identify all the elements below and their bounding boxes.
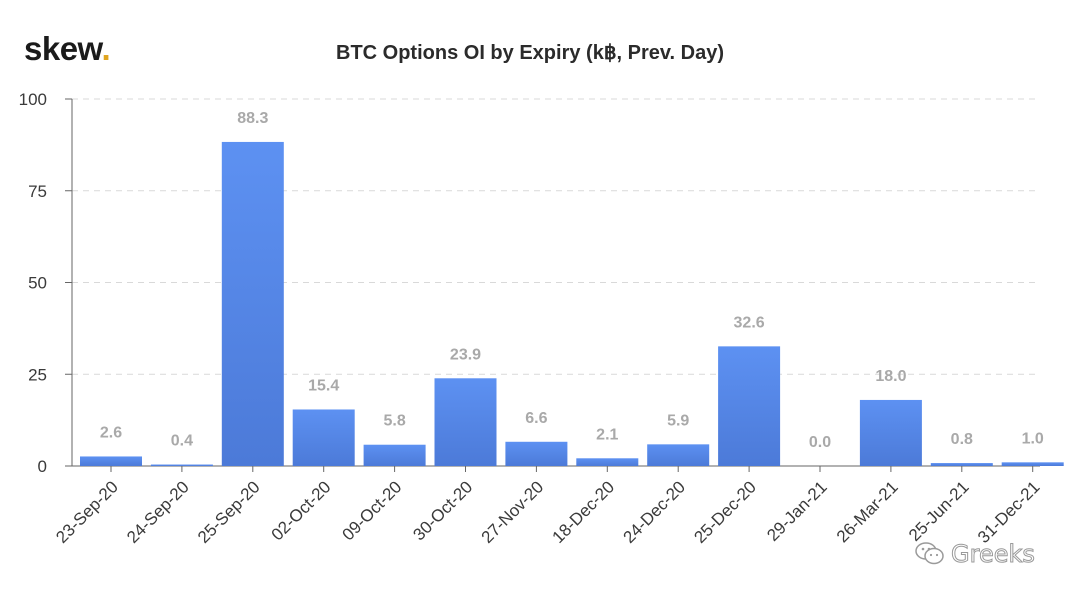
bar-23-Sep-20 [80, 456, 142, 466]
bar-25-Jun-21 [930, 463, 993, 466]
y-tick-label: 25 [28, 365, 47, 384]
bar-18-Dec-20 [576, 458, 639, 466]
data-label: 1.0 [1022, 430, 1044, 447]
x-tick-label: 25-Jun-21 [905, 477, 973, 545]
y-tick-label: 75 [28, 182, 47, 201]
watermark-text: Greeks [951, 540, 1036, 569]
x-tick-label: 24-Dec-20 [619, 477, 689, 547]
y-tick-labels: 0 25 50 75 100 [19, 90, 47, 476]
chart-title-text: BTC Options OI by Expiry (k฿, Prev. Day) [336, 42, 724, 64]
data-label: 88.3 [237, 110, 268, 127]
data-label: 18.0 [875, 368, 906, 385]
bar-24-Sep-20 [150, 464, 213, 466]
x-tick-label: 02-Oct-20 [268, 477, 335, 544]
x-tick-label: 31-Dec-21 [974, 477, 1044, 547]
x-tick-label: 30-Oct-20 [409, 477, 476, 544]
data-label: 5.9 [667, 412, 689, 429]
bar-31-Dec-21 [1001, 462, 1064, 466]
data-label: 2.6 [100, 424, 122, 441]
x-tick-label: 27-Nov-20 [478, 477, 548, 547]
x-tick-labels: 23-Sep-20 24-Sep-20 25-Sep-20 02-Oct-20 09-O… [52, 477, 1043, 547]
y-tick-label: 50 [28, 274, 47, 293]
bar-25-Sep-20 [221, 141, 284, 466]
data-label: 32.6 [734, 314, 765, 331]
y-tick-label: 100 [19, 90, 47, 109]
brand-logo: skew. [24, 30, 111, 68]
wechat-icon [915, 542, 944, 565]
x-tick-label: 24-Sep-20 [123, 477, 193, 547]
watermark: Greeks [915, 540, 1036, 569]
y-tick-label: 0 [38, 457, 47, 476]
x-tick-label: 18-Dec-20 [549, 477, 619, 547]
bar-24-Dec-20 [647, 444, 710, 466]
bar-30-Oct-20 [434, 378, 497, 466]
chart-title: BTC Options OI by Expiry (k฿, Prev. Day) [0, 40, 1080, 65]
brand-dot: . [101, 30, 111, 67]
data-label: 0.0 [809, 434, 831, 451]
data-label: 2.1 [596, 426, 618, 443]
x-tick-label: 25-Sep-20 [194, 477, 264, 547]
x-tick-label: 09-Oct-20 [339, 477, 406, 544]
grid-lines [72, 98, 1040, 375]
bar-02-Oct-20 [292, 409, 355, 466]
x-tick-label: 23-Sep-20 [52, 477, 122, 547]
bars [80, 141, 1064, 466]
data-label: 23.9 [450, 346, 481, 363]
data-label: 15.4 [308, 377, 339, 394]
data-label: 6.6 [525, 410, 547, 427]
bar-26-Mar-21 [859, 399, 922, 466]
brand-name: skew [24, 30, 102, 67]
data-label: 0.8 [951, 431, 973, 448]
data-labels: 2.6 0.4 88.3 15.4 5.8 23.9 6.6 2.1 5.9 32.6 0.0 18.… [100, 110, 1044, 451]
data-label: 5.8 [383, 413, 405, 430]
bar-25-Dec-20 [718, 346, 781, 466]
data-label: 0.4 [171, 433, 193, 450]
bar-27-Nov-20 [505, 441, 568, 466]
x-tick-label: 29-Jan-21 [763, 477, 831, 545]
x-tick-label: 26-Mar-21 [833, 477, 902, 546]
bar-09-Oct-20 [363, 444, 426, 466]
x-tick-label: 25-Dec-20 [690, 477, 760, 547]
